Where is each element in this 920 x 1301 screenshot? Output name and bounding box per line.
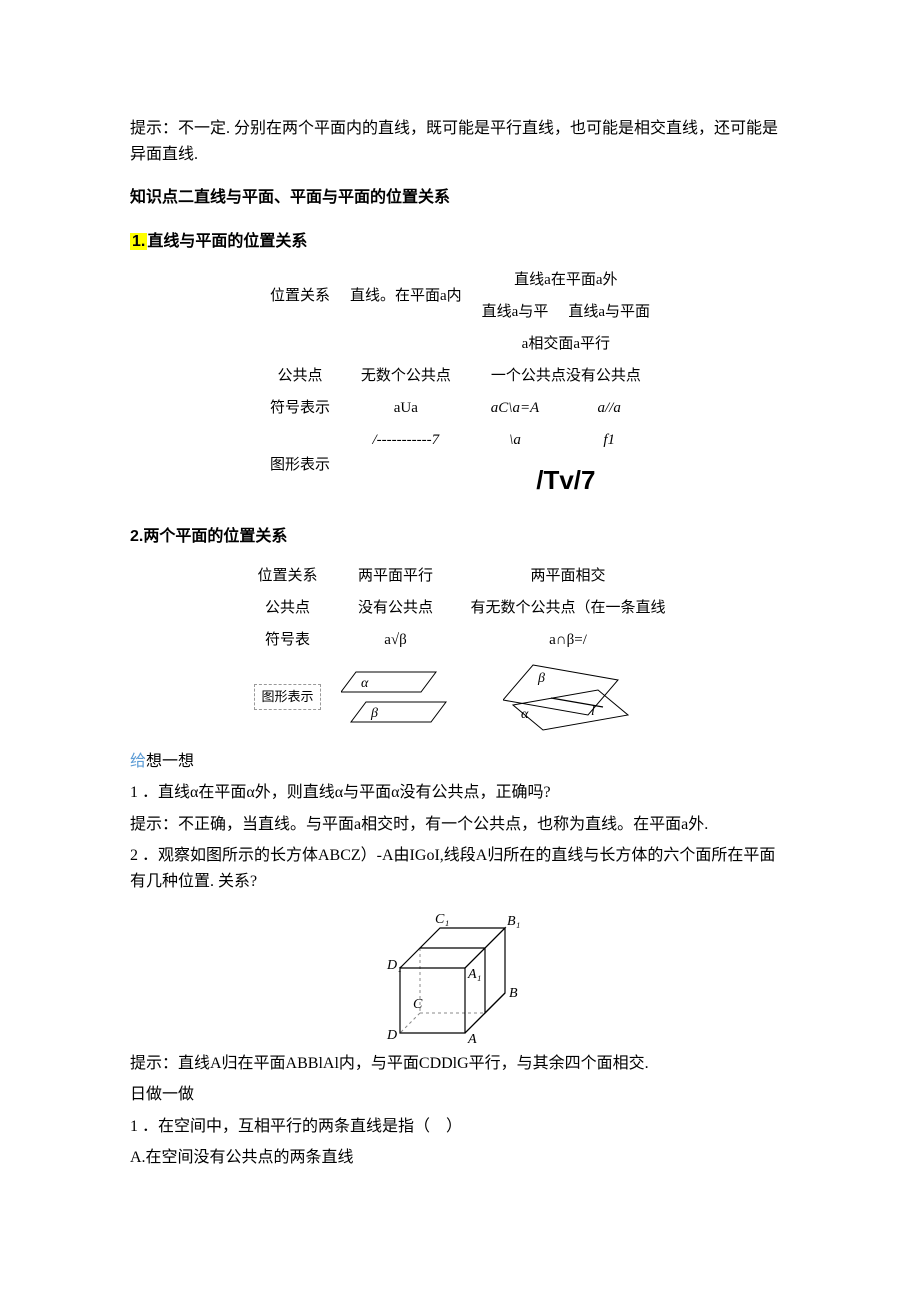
t1-pub-in: 无数个公共点 (340, 360, 472, 392)
t1-pos-label: 位置关系 (260, 264, 340, 328)
sec1-title: 直线与平面的位置关系 (147, 233, 307, 250)
cube-figure: C₁ B₁ D₁ A₁ C B D A (130, 903, 790, 1043)
t1-out-head: 直线a在平面a外 (472, 264, 660, 296)
think-label: 给想一想 (130, 749, 790, 775)
t1-fig-out2: f1 (558, 424, 660, 456)
t1-fig-big: /Tv/7 (472, 456, 660, 506)
t2-fig-label: 图形表示 (254, 684, 320, 711)
sec2-title-row: 2.两个平面的位置关系 (130, 524, 790, 550)
think-give: 给 (130, 753, 146, 770)
intro-hint: 提示：不一定. 分别在两个平面内的直线，既可能是平行直线，也可能是相交直线，还可… (130, 116, 790, 167)
think-a1: 提示：不正确，当直线。与平面a相交时，有一个公共点，也称为直线。在平面a外. (130, 812, 790, 838)
table-plane-plane: 位置关系 两平面平行 两平面相交 公共点 没有公共点 有无数个公共点（在一条直线… (244, 560, 675, 739)
t1-in: 直线。在平面a内 (340, 264, 472, 328)
t2-fig-intersect: β α l (461, 656, 676, 739)
cube-C: C (413, 997, 423, 1012)
t2-sym-par: a√β (331, 624, 461, 656)
cube-A1: A₁ (467, 967, 481, 982)
l-label: l (591, 704, 595, 719)
t1-pub-label: 公共点 (260, 360, 340, 392)
t2-sym-label: 符号表 (244, 624, 330, 656)
t2-sym-int: a∩β=/ (461, 624, 676, 656)
beta-label-2: β (537, 671, 545, 686)
cube-B: B (509, 986, 518, 1001)
do-label: 日做一做 (130, 1082, 790, 1108)
t1-sym-out1: aC\a=A (472, 392, 559, 424)
parallel-planes-icon: α β (341, 662, 451, 732)
sec2-title: 两个平面的位置关系 (143, 528, 287, 545)
cube-D1: D₁ (386, 958, 402, 973)
intersect-planes-icon: β α l (503, 660, 633, 735)
alpha-label: α (361, 676, 369, 691)
think-rest: 想一想 (146, 753, 194, 770)
cube-A: A (467, 1032, 477, 1043)
t1-pub-out: 一个公共点没有公共点 (472, 360, 660, 392)
think-a2: 提示：直线A归在平面ABBlAl内，与平面CDDlG平行，与其余四个面相交. (130, 1051, 790, 1077)
cube-D: D (386, 1028, 397, 1043)
t2-pos-label: 位置关系 (244, 560, 330, 592)
t1-sym-in: aUa (340, 392, 472, 424)
do-q1: 1 ．在空间中，互相平行的两条直线是指（ ） (130, 1114, 790, 1140)
t1-out1b: 直线a与平面 (558, 296, 660, 328)
t1-fig-in: /-----------7 (340, 424, 472, 456)
do-optA: A.在空间没有公共点的两条直线 (130, 1145, 790, 1171)
t2-pub-par: 没有公共点 (331, 592, 461, 624)
think-q1: 1 ．直线α在平面α外，则直线α与平面α没有公共点，正确吗? (130, 780, 790, 806)
beta-label: β (370, 706, 378, 721)
cube-icon: C₁ B₁ D₁ A₁ C B D A (375, 903, 545, 1043)
sec1-num: 1. (130, 233, 147, 250)
t1-sym-out2: a//a (558, 392, 660, 424)
kp2-title: 知识点二直线与平面、平面与平面的位置关系 (130, 185, 790, 211)
t1-sym-label: 符号表示 (260, 392, 340, 424)
table-line-plane: 位置关系 直线。在平面a内 直线a在平面a外 直线a与平 直线a与平面 a相交面… (260, 264, 660, 506)
sec2-num: 2. (130, 528, 143, 545)
cube-C1: C₁ (435, 912, 449, 927)
sec1-title-row: 1.直线与平面的位置关系 (130, 229, 790, 255)
t2-pub-int: 有无数个公共点（在一条直线 (461, 592, 676, 624)
alpha-label-2: α (521, 707, 529, 722)
t2-par: 两平面平行 (331, 560, 461, 592)
t1-out1a: 直线a与平 (472, 296, 559, 328)
t1-fig-out1: \a (472, 424, 559, 456)
t2-int: 两平面相交 (461, 560, 676, 592)
think-q2: 2 ．观察如图所示的长方体ABCZ）-A由IGoI,线段A归所在的直线与长方体的… (130, 843, 790, 894)
t1-out2: a相交面a平行 (472, 328, 660, 360)
t2-pub-label: 公共点 (244, 592, 330, 624)
t2-fig-parallel: α β (331, 656, 461, 739)
cube-B1: B₁ (507, 914, 520, 929)
t1-fig-label: 图形表示 (260, 424, 340, 506)
